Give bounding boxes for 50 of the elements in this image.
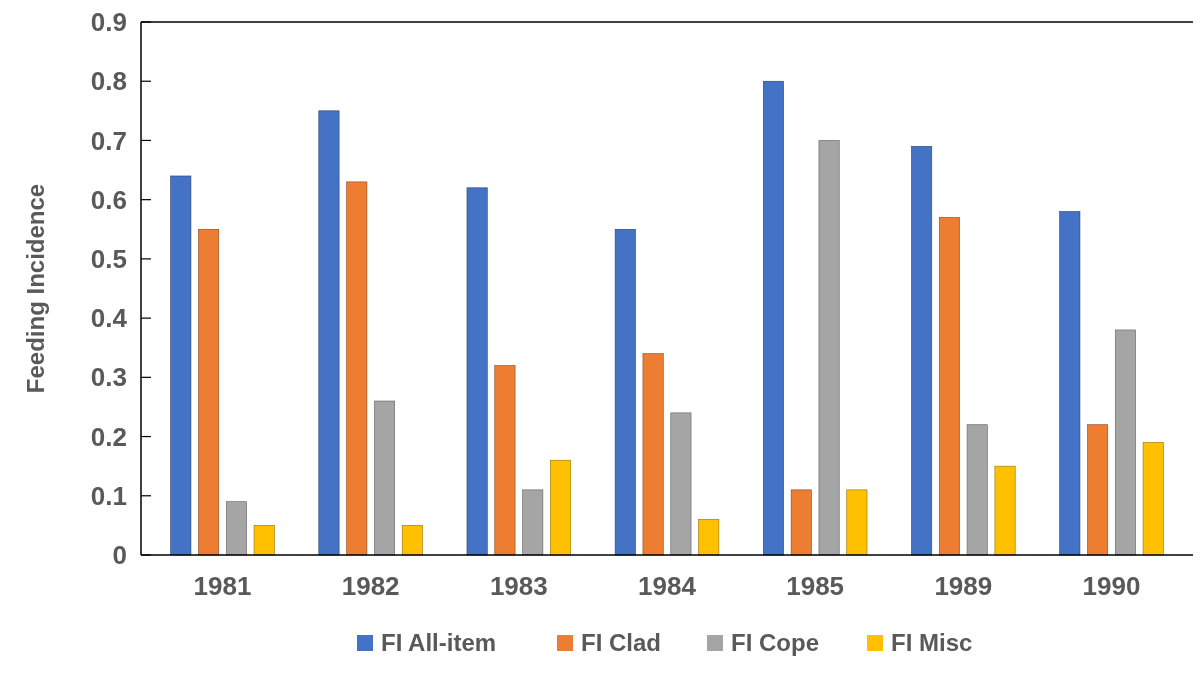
x-tick-label: 1981 <box>193 571 252 601</box>
bar <box>522 489 544 556</box>
bar <box>818 140 840 556</box>
bar <box>994 465 1016 556</box>
bar <box>614 228 636 556</box>
bar <box>911 146 933 556</box>
y-tick-label: 0.7 <box>90 125 127 156</box>
legend-label: FI Cope <box>731 629 819 657</box>
legend-label: FI All-item <box>381 629 497 657</box>
y-tick-label: 0.9 <box>90 7 127 38</box>
bar <box>170 175 192 556</box>
y-tick-label: 0.4 <box>90 303 128 334</box>
y-tick-label: 0.3 <box>90 362 127 393</box>
y-tick-label: 0.6 <box>90 184 127 215</box>
x-tick-label: 1990 <box>1082 571 1141 601</box>
bar <box>1114 329 1136 556</box>
bar <box>938 217 960 556</box>
y-tick-label: 0 <box>112 540 127 571</box>
y-axis-title: Feeding Incidence <box>22 183 49 394</box>
bar <box>763 80 784 556</box>
bar <box>1059 211 1081 556</box>
bar <box>225 501 247 556</box>
y-tick-label: 0.1 <box>90 480 127 511</box>
legend-label: FI Clad <box>581 629 662 657</box>
bar <box>318 110 340 556</box>
bar <box>494 365 516 556</box>
bar <box>1087 424 1109 556</box>
bar <box>966 424 988 556</box>
bar <box>698 519 720 556</box>
bar <box>642 353 664 556</box>
bar <box>374 400 396 556</box>
x-tick-label: 1989 <box>934 571 993 601</box>
x-tick-label: 1983 <box>489 571 548 601</box>
bar <box>346 181 368 556</box>
bar <box>253 525 275 556</box>
y-tick-label: 0.2 <box>90 421 127 452</box>
x-tick-label: 1982 <box>341 571 400 601</box>
x-tick-label: 1985 <box>786 571 845 601</box>
bar <box>401 525 423 556</box>
legend-label: FI Misc <box>891 629 973 657</box>
bar <box>846 489 868 556</box>
x-tick-label: 1984 <box>638 571 697 601</box>
bar <box>1142 442 1164 556</box>
bar <box>790 489 812 556</box>
bar <box>198 228 220 556</box>
y-tick-label: 0.8 <box>90 66 127 97</box>
bar <box>550 459 571 556</box>
bar <box>670 412 692 556</box>
bar <box>466 187 488 556</box>
y-tick-label: 0.5 <box>90 243 127 274</box>
